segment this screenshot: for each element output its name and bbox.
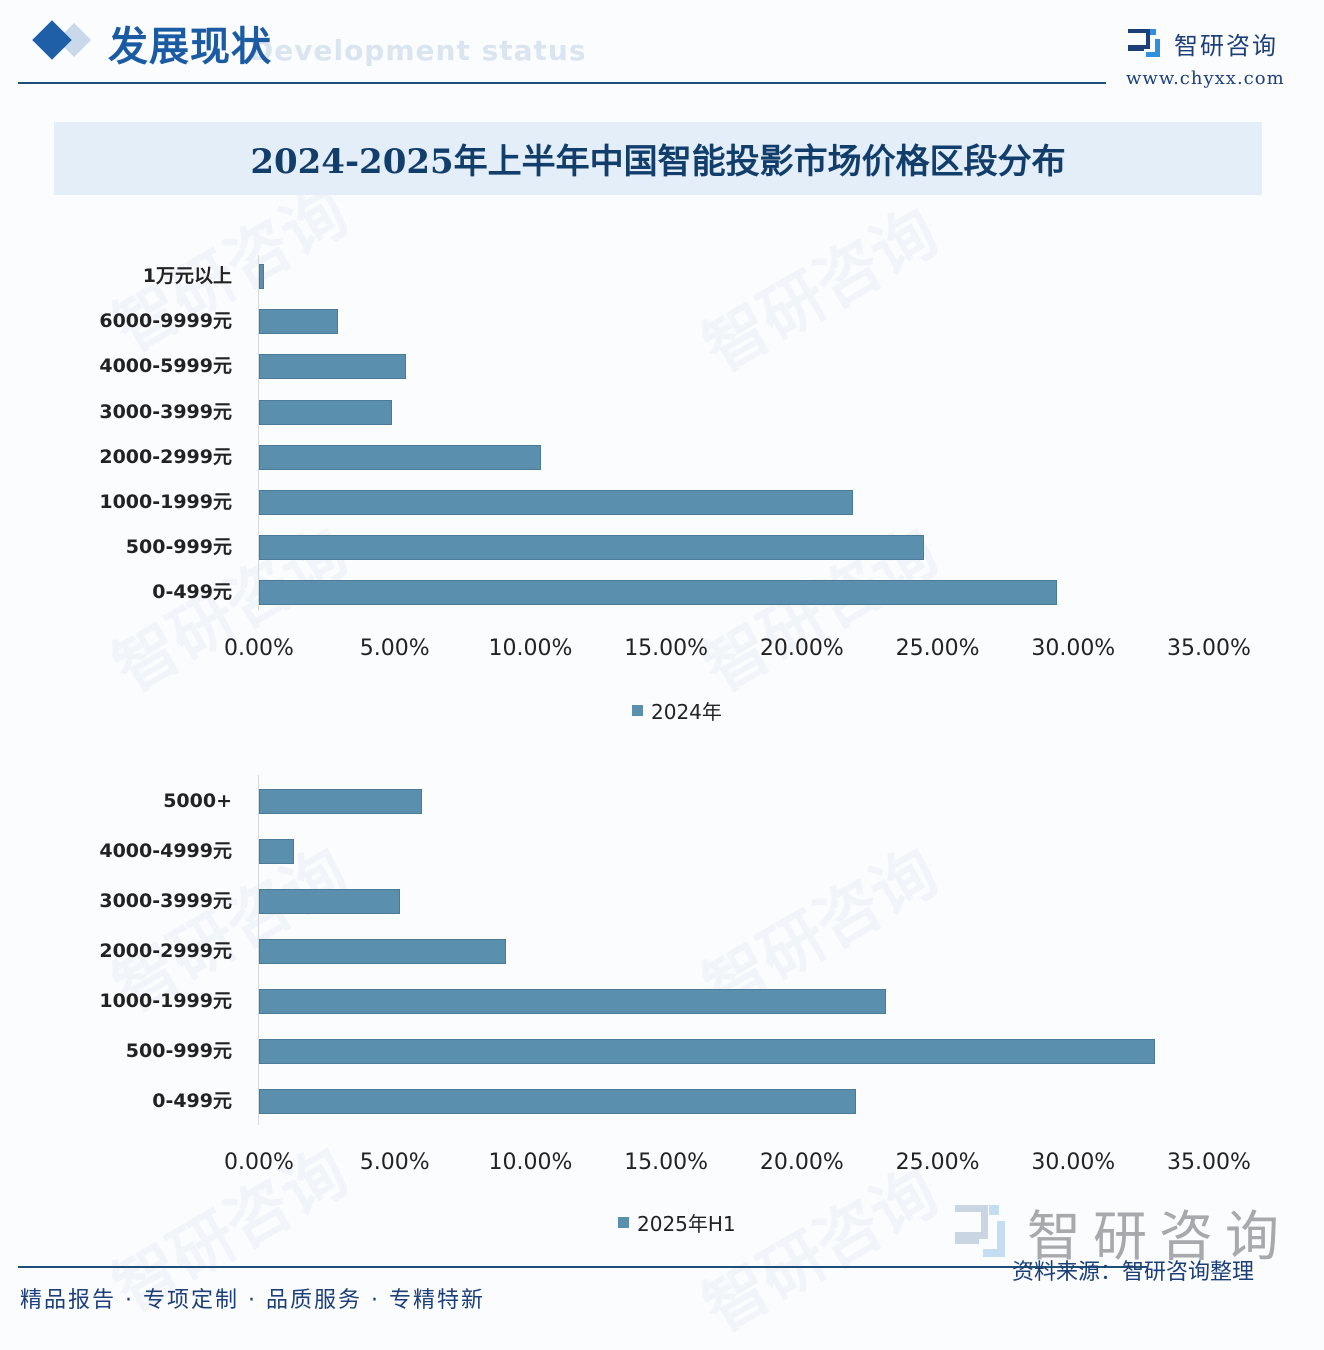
chart-2025h1: 2025年H1 5000+ 4000-4999元 3000-3999元 2000-29… — [99, 775, 1251, 1237]
bar — [259, 444, 542, 470]
category-label: 2000-2999元 — [99, 940, 232, 962]
x-tick-label: 25.00% — [895, 636, 980, 661]
brand-logo-icon — [1128, 28, 1162, 59]
x-tick-label: 20.00% — [759, 636, 844, 661]
footer-slogan: 精品报告 · 专项定制 · 品质服务 · 专精特新 — [20, 1288, 485, 1313]
category-label: 2000-2999元 — [99, 445, 232, 468]
footer-divider — [18, 1266, 1148, 1268]
category-label: 1000-1999元 — [99, 990, 232, 1012]
bar — [259, 1039, 1155, 1064]
x-tick-label: 10.00% — [488, 636, 573, 661]
chart-2024: 2024年 1万元以上 6000-9999元 4000-5999元 3000-3999… — [99, 255, 1251, 725]
bar — [259, 399, 392, 425]
x-tick-label: 25.00% — [895, 1150, 980, 1175]
bar — [259, 789, 422, 814]
title-band: 2024-2025年上半年中国智能投影市场价格区段分布 — [54, 122, 1262, 195]
x-tick-label: 30.00% — [1031, 1150, 1116, 1175]
category-label: 500-999元 — [125, 536, 232, 559]
category-label: 500-999元 — [125, 1040, 232, 1062]
category-label: 0-499元 — [152, 581, 232, 604]
brand-logo-large: 智研咨询 — [955, 1192, 1291, 1271]
x-tick-label: 15.00% — [624, 1150, 709, 1175]
category-label: 1000-1999元 — [99, 491, 232, 513]
legend-swatch — [632, 705, 643, 716]
page-header: Development status 发展现状 智研咨询 www.chyxx.c… — [0, 0, 1324, 100]
x-tick-label: 20.00% — [759, 1150, 844, 1175]
x-tick-label: 35.00% — [1167, 1150, 1251, 1175]
legend-label: 2025年H1 — [637, 1212, 736, 1236]
bar — [259, 1089, 857, 1114]
section-subtitle: Development status — [250, 34, 587, 67]
brand-name: 智研咨询 — [1174, 32, 1278, 60]
x-tick-label: 15.00% — [624, 636, 709, 661]
category-label: 3000-3999元 — [99, 400, 232, 423]
legend-label: 2024年 — [651, 700, 722, 724]
x-tick-label: 10.00% — [488, 1150, 573, 1175]
x-tick-label: 5.00% — [359, 1150, 430, 1175]
bar — [259, 989, 886, 1014]
category-label: 4000-4999元 — [99, 840, 232, 862]
category-label: 5000+ — [163, 790, 232, 812]
source-note: 资料来源：智研咨询整理 — [1012, 1260, 1255, 1285]
header-divider — [18, 82, 1106, 84]
x-tick-label: 0.00% — [224, 636, 294, 661]
bar — [259, 535, 924, 561]
bar — [259, 939, 506, 964]
chart-title: 2024-2025年上半年中国智能投影市场价格区段分布 — [250, 142, 1066, 182]
brand-name-large: 智研咨询 — [1027, 1205, 1291, 1268]
legend: 2025年H1 — [618, 1208, 736, 1237]
category-label: 0-499元 — [152, 1090, 232, 1112]
category-label: 1万元以上 — [142, 265, 232, 287]
legend-swatch — [618, 1217, 629, 1228]
bar — [259, 839, 295, 864]
x-tick-label: 35.00% — [1167, 636, 1251, 661]
bar — [259, 490, 854, 515]
brand-logo-icon — [955, 1204, 1005, 1259]
x-tick-label: 0.00% — [224, 1150, 294, 1175]
category-label: 4000-5999元 — [99, 355, 232, 378]
brand-url: www.chyxx.com — [1126, 68, 1285, 89]
y-axis-line — [258, 775, 259, 1125]
legend: 2024年 — [632, 696, 722, 725]
brand-logo: 智研咨询 — [1128, 26, 1278, 61]
bar — [259, 264, 265, 289]
bar — [259, 580, 1057, 606]
x-tick-label: 5.00% — [359, 636, 430, 661]
bar — [259, 889, 401, 914]
category-label: 6000-9999元 — [99, 310, 232, 333]
y-axis-line — [258, 255, 259, 610]
category-label: 3000-3999元 — [99, 890, 232, 912]
section-title: 发展现状 — [108, 23, 272, 70]
bar — [259, 354, 406, 380]
bar — [259, 309, 338, 335]
x-tick-label: 30.00% — [1031, 636, 1116, 661]
